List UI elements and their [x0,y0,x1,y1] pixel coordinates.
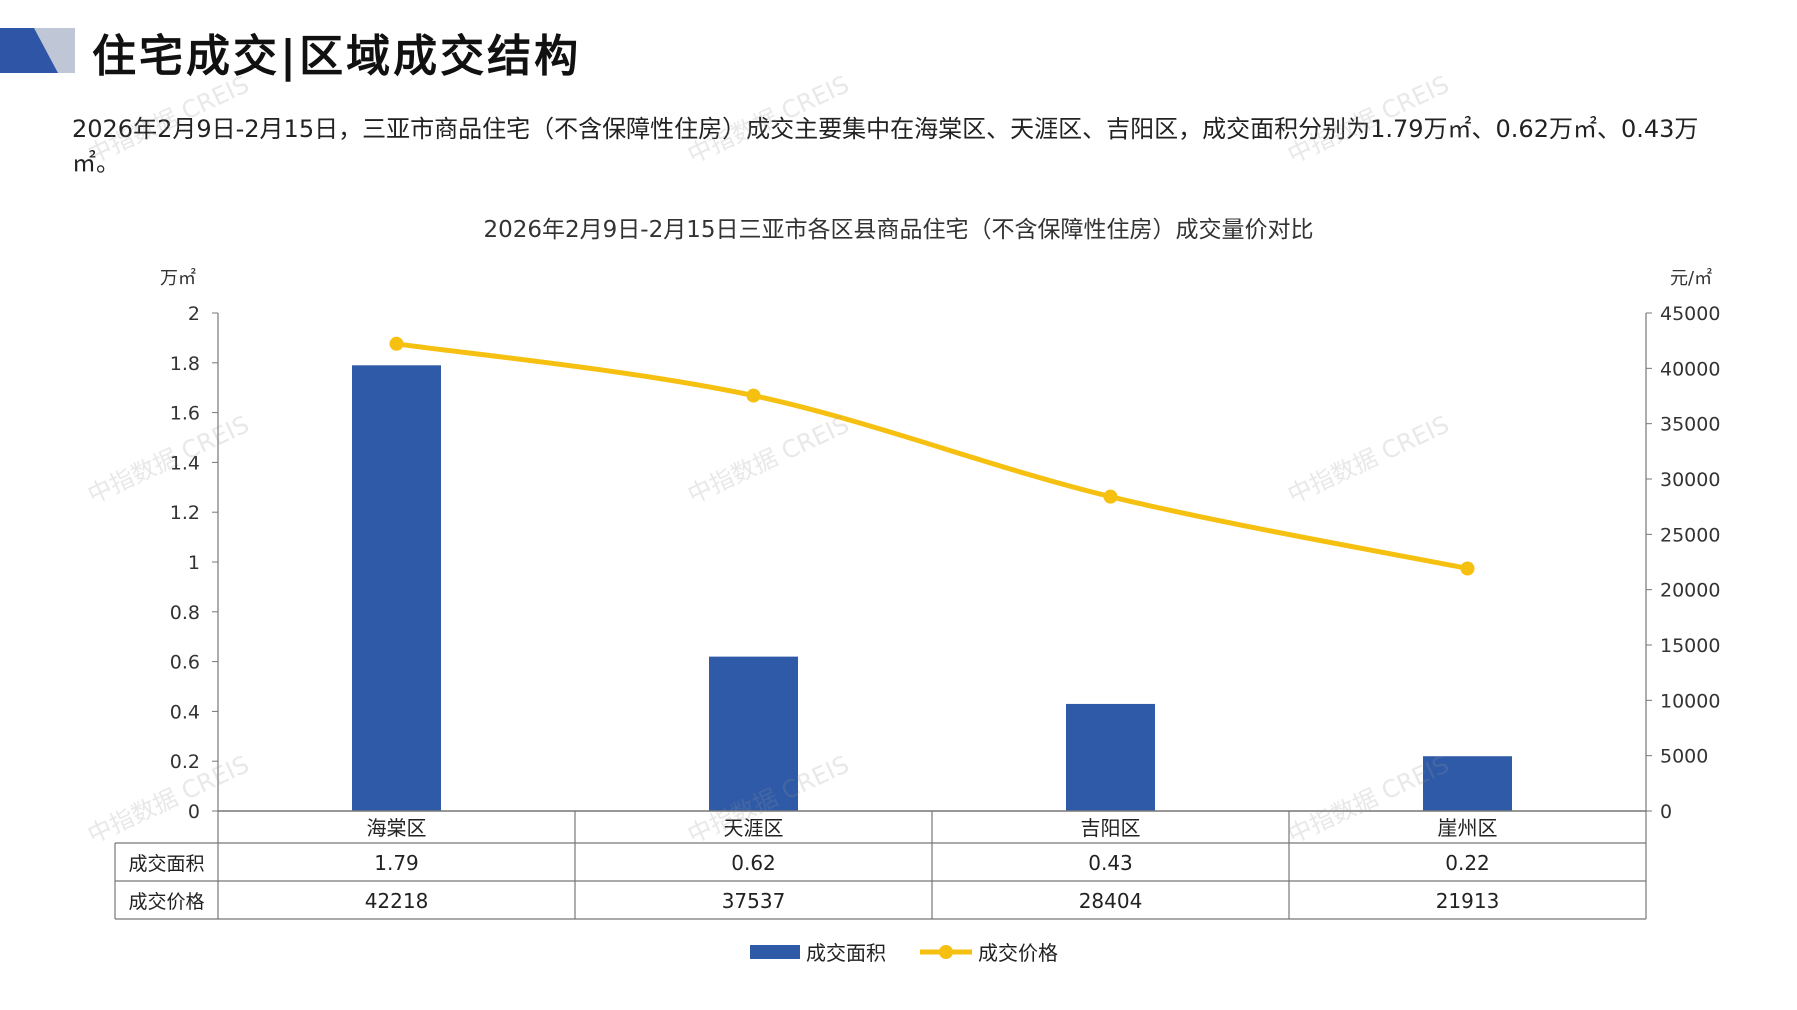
category-label: 吉阳区 [1081,816,1141,840]
legend-label: 成交面积 [806,941,886,965]
price-point [389,336,404,351]
left-axis-tick-label: 0.6 [170,652,200,674]
page-header: 住宅成交|区域成交结构 [0,0,1797,100]
left-axis-tick-label: 0.4 [170,701,200,723]
price-point [1460,561,1475,576]
right-axis-tick-label: 15000 [1660,635,1720,657]
right-axis-tick-label: 40000 [1660,358,1720,380]
right-axis-tick-label: 45000 [1660,303,1720,325]
data-label: 42218 [365,889,429,913]
right-axis-tick-label: 5000 [1660,746,1708,768]
data-label: 21913 [1436,889,1500,913]
data-label: 37537 [722,889,786,913]
right-axis-tick-label: 25000 [1660,524,1720,546]
right-axis-unit: 元/㎡ [1670,268,1713,289]
left-axis-tick-label: 1.2 [170,502,200,524]
right-axis-tick-label: 30000 [1660,469,1720,491]
left-axis-tick-label: 1.8 [170,353,200,375]
legend-line-marker [939,945,953,959]
chart-title: 2026年2月9日-2月15日三亚市各区县商品住宅（不含保障性住房）成交量价对比 [483,217,1314,243]
data-label: 28404 [1079,889,1143,913]
combo-chart: 0 0.2 0.4 0.6 0.8 1 1.2 1.4 1.6 1.8 2 0 5000 10000 150… [114,303,1720,965]
bar [709,656,798,811]
left-axis-unit: 万㎡ [160,268,196,289]
page-title: 住宅成交|区域成交结构 [92,31,582,82]
data-label: 0.22 [1445,851,1490,875]
left-axis-tick-label: 2 [188,303,200,325]
data-label: 1.79 [374,851,419,875]
legend-label: 成交价格 [978,941,1058,965]
summary-text: 2026年2月9日-2月15日，三亚市商品住宅（不含保障性住房）成交主要集中在海… [72,115,1699,177]
price-point [1103,489,1118,504]
bar [1423,756,1512,811]
left-axis-tick-label: 0 [188,801,200,823]
left-axis-tick-label: 0.2 [170,751,200,773]
left-axis-tick-label: 1 [188,552,200,574]
data-label: 0.43 [1088,851,1133,875]
legend-bar-swatch [750,945,800,959]
left-axis-tick-label: 0.8 [170,602,200,624]
left-axis-tick-label: 1.6 [170,403,200,425]
category-label: 海棠区 [367,816,427,840]
data-label: 0.62 [731,851,776,875]
price-point [746,388,761,403]
left-axis-tick-label: 1.4 [170,452,200,474]
header-logo [0,28,75,73]
category-label: 崖州区 [1438,816,1498,840]
table-row-header: 成交面积 [128,853,204,875]
price-line [394,341,1470,571]
bar [1066,703,1155,811]
right-axis-tick-label: 10000 [1660,690,1720,712]
right-axis-tick-label: 20000 [1660,580,1720,602]
table-row-header: 成交价格 [128,891,204,913]
bar [352,365,441,811]
category-label: 天涯区 [724,816,784,840]
right-axis-tick-label: 0 [1660,801,1672,823]
chart-container: 2026年2月9日-2月15日三亚市各区县商品住宅（不含保障性住房）成交量价对比… [0,200,1797,990]
right-axis-tick-label: 35000 [1660,414,1720,436]
